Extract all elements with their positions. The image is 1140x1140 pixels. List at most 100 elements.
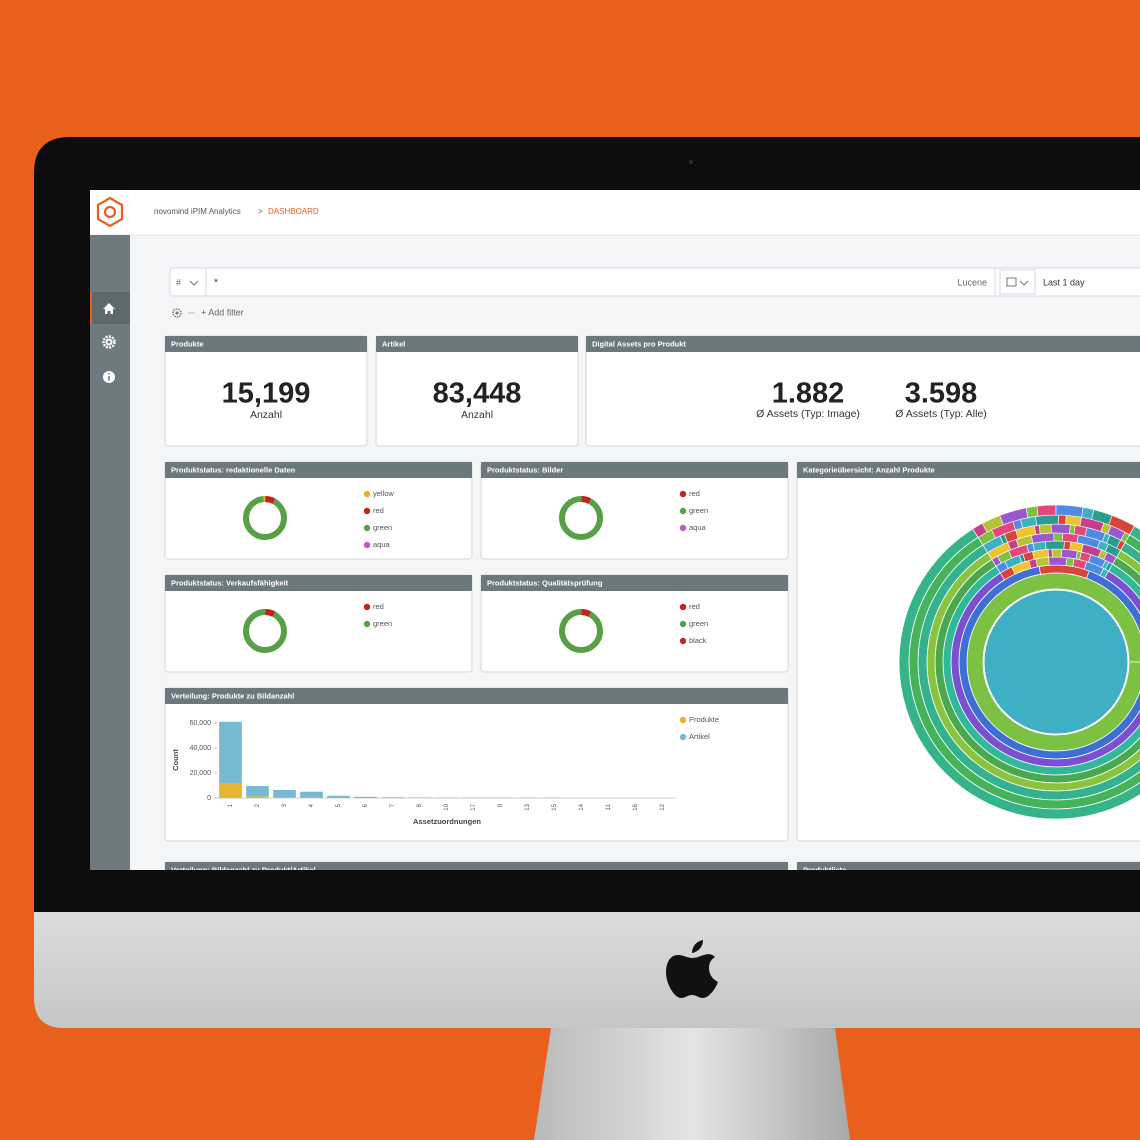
bar [408, 797, 431, 798]
query-language[interactable]: Lucene [957, 277, 987, 287]
metric-label: Anzahl [250, 409, 282, 421]
sunburst-segment [1048, 556, 1068, 566]
panel-title: Artikel [382, 339, 405, 348]
x-tick-label: 7 [390, 803, 396, 807]
panel-header [481, 462, 788, 478]
metric-value: 1.882 [772, 378, 845, 410]
legend-dot [679, 603, 687, 611]
date-picker-button[interactable] [999, 269, 1036, 295]
legend-dot [679, 733, 687, 741]
panel-title: Digital Assets pro Produkt [592, 339, 686, 348]
metric-value: 3.598 [905, 378, 978, 410]
home-icon[interactable] [103, 303, 115, 314]
panel-title: Produktstatus: Verkaufsfähigkeit [171, 578, 289, 587]
panel-header [165, 688, 788, 704]
settings-icon[interactable] [102, 335, 116, 349]
bar [327, 795, 350, 798]
x-tick-label: 10 [444, 803, 450, 810]
top-bar [90, 190, 1140, 235]
legend-label: green [689, 506, 708, 515]
sunburst-segment [1045, 540, 1065, 550]
legend-dot [679, 716, 687, 724]
panel-header [481, 575, 788, 591]
sunburst-segment [1053, 532, 1064, 542]
filter-settings-icon[interactable] [172, 308, 182, 318]
panel-header [586, 336, 1140, 352]
panel-title: Kategorieübersicht: Anzahl Produkte [803, 465, 935, 474]
panel-title: Produktstatus: Qualitätsprüfung [487, 578, 603, 587]
bar [381, 797, 404, 798]
panel-header [797, 462, 1140, 478]
info-icon[interactable] [103, 371, 115, 383]
sunburst-center [983, 589, 1129, 735]
legend-label: green [689, 619, 708, 628]
sunburst-segment [1047, 548, 1053, 558]
x-tick-label: 3 [282, 803, 288, 807]
sunburst-segment [1025, 505, 1039, 519]
query-bar[interactable] [169, 267, 1140, 297]
legend-dot [363, 524, 371, 532]
legend-dot [363, 620, 371, 628]
x-tick-label: 11 [606, 803, 612, 810]
bar [300, 791, 323, 798]
app-logo [96, 196, 124, 228]
legend-label: red [689, 489, 700, 498]
x-tick-label: 16 [633, 803, 639, 810]
donut-segment [559, 609, 603, 653]
y-axis-label: Count [171, 749, 180, 771]
bar [273, 790, 296, 797]
donut-ring [243, 609, 287, 653]
sunburst-ring [898, 525, 1140, 820]
bar [273, 797, 296, 798]
x-tick-label: 9 [498, 803, 504, 807]
legend-dot [363, 541, 371, 549]
camera [689, 160, 693, 164]
donut-segment [559, 496, 603, 541]
bar [246, 796, 269, 798]
time-range[interactable]: Last 1 day [1043, 277, 1085, 287]
metric-value: 15,199 [222, 378, 311, 410]
sunburst-segment [1035, 514, 1059, 526]
apple-logo [666, 940, 718, 998]
field-type-chevron[interactable] [189, 280, 199, 286]
legend-label: black [689, 636, 707, 645]
bar [354, 796, 377, 798]
stand [534, 1028, 850, 1140]
legend-label: red [373, 506, 384, 515]
panel-header [376, 336, 578, 352]
donut-ring [559, 609, 603, 653]
x-tick-label: 15 [552, 803, 558, 810]
y-tick-label: 0 [207, 795, 211, 802]
panel-title: Produktliste [803, 865, 846, 874]
metric-label: Anzahl [461, 409, 493, 421]
legend-label: red [689, 602, 700, 611]
date-chevron [1019, 280, 1029, 286]
bar [219, 783, 242, 798]
sunburst-segment [1038, 523, 1052, 535]
legend-dot [679, 524, 687, 532]
y-tick-label: 60,000 [190, 720, 212, 727]
x-tick-label: 5 [336, 803, 342, 807]
legend-label: aqua [373, 540, 391, 549]
x-tick-label: 17 [471, 803, 477, 810]
breadcrumb-app[interactable]: novomind iPIM Analytics [154, 207, 241, 216]
donut-segment [243, 609, 287, 653]
legend-label: yellow [373, 489, 394, 498]
bar [219, 721, 242, 783]
panel-title: Verteilung: Bildanzahl zu Produkt/Artike… [171, 865, 316, 874]
field-type[interactable]: # [176, 277, 181, 287]
query-input[interactable]: * [214, 278, 218, 289]
donut-segment [243, 496, 287, 540]
x-tick-label: 13 [525, 803, 531, 810]
panel-title: Produktstatus: Bilder [487, 465, 563, 474]
panel-header [165, 336, 367, 352]
add-filter[interactable]: + Add filter [201, 307, 244, 317]
sunburst-segment [1036, 504, 1057, 517]
legend-label: Produkte [689, 715, 719, 724]
panel-header [165, 462, 472, 478]
sunburst-segment [1058, 514, 1067, 525]
x-tick-label: 14 [579, 803, 585, 810]
metric-value: 83,448 [433, 378, 522, 410]
